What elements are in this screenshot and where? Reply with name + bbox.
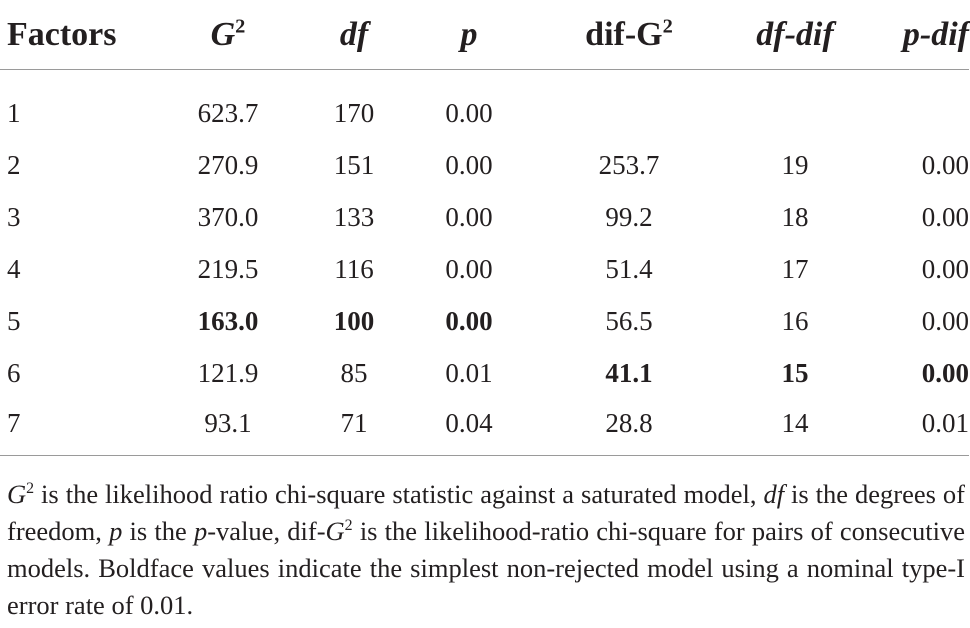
footnote-g-superscript: 2 (26, 480, 35, 498)
cell-p: 0.04 (445, 407, 493, 438)
header-factors: Factors (0, 0, 157, 70)
header-p-dif: p-dif (861, 0, 969, 70)
table-row: 4 219.5 116 0.00 51.4 17 0.00 (0, 244, 969, 296)
footnote-p-symbol: p (109, 516, 123, 546)
cell-dif-g2: 56.5 (605, 306, 653, 336)
cell-dif-g2: 99.2 (605, 202, 653, 232)
cell-dif-g2: 51.4 (605, 254, 653, 284)
cell-df: 100 (333, 306, 375, 336)
cell-dif-g2: 253.7 (598, 150, 660, 180)
cell-factors: 5 (7, 306, 21, 336)
cell-df-dif (729, 70, 861, 140)
table-row: 7 93.1 71 0.04 28.8 14 0.01 (0, 400, 969, 456)
cell-df: 71 (340, 407, 368, 438)
header-df: df (299, 0, 409, 70)
table-header: Factors G2 df p dif-G2 df-dif p-dif (0, 0, 969, 70)
footnote-text-4: -value, dif- (207, 516, 326, 546)
header-dif-g2-text: dif-G (585, 15, 663, 53)
cell-df: 133 (333, 202, 375, 232)
table-row: 2 270.9 151 0.00 253.7 19 0.00 (0, 140, 969, 192)
table-row: 1 623.7 170 0.00 (0, 70, 969, 140)
footnote-text-5: is the likelihood-ratio chi-square for p… (7, 516, 965, 620)
header-g2-label: G (210, 15, 236, 53)
cell-dif-g2: 28.8 (605, 407, 653, 438)
footnote-p-value-symbol: p (193, 516, 208, 546)
table-body: 1 623.7 170 0.00 2 270.9 151 0.00 253.7 … (0, 70, 969, 456)
cell-g2: 121.9 (197, 358, 259, 388)
cell-df: 170 (333, 98, 375, 129)
cell-p-dif: 0.00 (921, 358, 969, 388)
results-table-container: Factors G2 df p dif-G2 df-dif p-dif 1 62… (0, 0, 969, 456)
cell-df-dif: 16 (781, 306, 809, 336)
cell-g2: 270.9 (197, 150, 259, 180)
cell-df: 151 (333, 150, 375, 180)
cell-df-dif: 14 (781, 407, 809, 438)
header-dif-g2-label: dif-G (585, 16, 662, 53)
footnote-dif-g-symbol: G (325, 516, 345, 546)
table-row: 3 370.0 133 0.00 99.2 18 0.00 (0, 192, 969, 244)
cell-df-dif: 17 (781, 254, 809, 284)
header-row: Factors G2 df p dif-G2 df-dif p-dif (0, 0, 969, 70)
header-p-label: p (460, 15, 478, 53)
cell-dif-g2: 41.1 (605, 358, 653, 388)
cell-g2: 623.7 (197, 98, 259, 129)
table-row: 5 163.0 100 0.00 56.5 16 0.00 (0, 296, 969, 348)
cell-df-dif: 19 (781, 150, 809, 180)
cell-g2: 370.0 (197, 202, 259, 232)
header-g2-superscript: 2 (235, 15, 246, 38)
footnote-text-3: is the (122, 516, 194, 546)
header-df-dif-label: df-dif (756, 15, 834, 53)
model-fit-table: Factors G2 df p dif-G2 df-dif p-dif 1 62… (0, 0, 969, 456)
cell-g2: 93.1 (204, 407, 252, 438)
cell-df: 116 (334, 254, 374, 284)
header-g2: G2 (157, 0, 299, 70)
cell-factors: 6 (7, 358, 21, 388)
cell-p: 0.00 (445, 254, 493, 284)
cell-p: 0.00 (445, 306, 493, 336)
header-df-label: df (339, 15, 369, 53)
cell-p-dif: 0.00 (921, 202, 969, 232)
cell-factors: 7 (7, 407, 21, 438)
header-p: p (409, 0, 529, 70)
cell-df-dif: 15 (781, 358, 809, 388)
cell-g2: 163.0 (197, 306, 259, 336)
footnote-text-1: is the likelihood ratio chi-square stati… (34, 479, 764, 509)
cell-p: 0.00 (445, 202, 493, 232)
footnote-df-symbol: df (763, 479, 785, 509)
header-df-dif: df-dif (729, 0, 861, 70)
header-factors-label: Factors (7, 15, 117, 53)
cell-df-dif: 18 (781, 202, 809, 232)
cell-dif-g2 (529, 70, 729, 140)
cell-p: 0.01 (445, 358, 493, 388)
cell-factors: 2 (7, 150, 21, 180)
cell-factors: 4 (7, 254, 21, 284)
cell-p: 0.00 (445, 98, 493, 129)
footnote-dif-g-superscript: 2 (344, 517, 353, 535)
header-p-dif-label: p-dif (902, 15, 969, 53)
footnote-text-2: is the degrees of freedom, (7, 479, 965, 546)
cell-factors: 3 (7, 202, 21, 232)
cell-g2: 219.5 (197, 254, 259, 284)
cell-p-dif (861, 70, 969, 140)
table-row: 6 121.9 85 0.01 41.1 15 0.00 (0, 348, 969, 400)
cell-p: 0.00 (445, 150, 493, 180)
header-dif-g2-superscript: 2 (662, 15, 673, 38)
header-dif-g2: dif-G2 (529, 0, 729, 70)
cell-p-dif: 0.00 (921, 306, 969, 336)
cell-p-dif: 0.00 (921, 254, 969, 284)
table-footnote: G2 is the likelihood ratio chi-square st… (7, 476, 965, 624)
footnote-g-symbol: G (7, 479, 27, 509)
cell-factors: 1 (7, 98, 21, 129)
cell-p-dif: 0.01 (921, 407, 969, 438)
cell-df: 85 (340, 358, 368, 388)
cell-p-dif: 0.00 (921, 150, 969, 180)
